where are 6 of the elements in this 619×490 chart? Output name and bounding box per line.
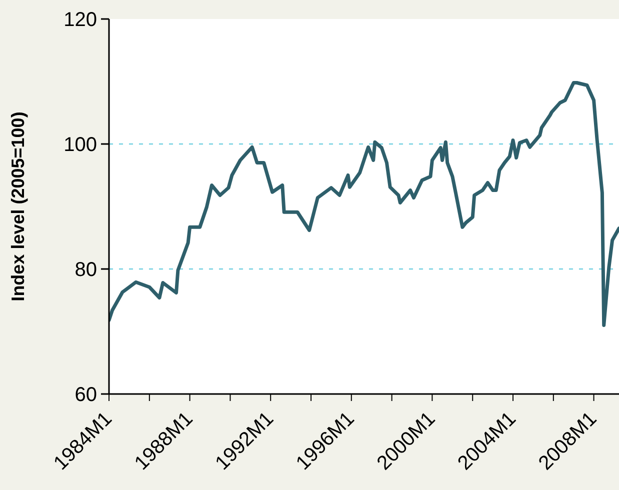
y-tick-label: 80 [74,259,97,281]
line-series [109,81,619,327]
y-tick-label: 100 [64,134,97,156]
y-axis-title: Index level (2005=100) [8,112,28,302]
y-tick-label: 120 [64,9,97,31]
y-tick-label: 60 [74,384,97,406]
